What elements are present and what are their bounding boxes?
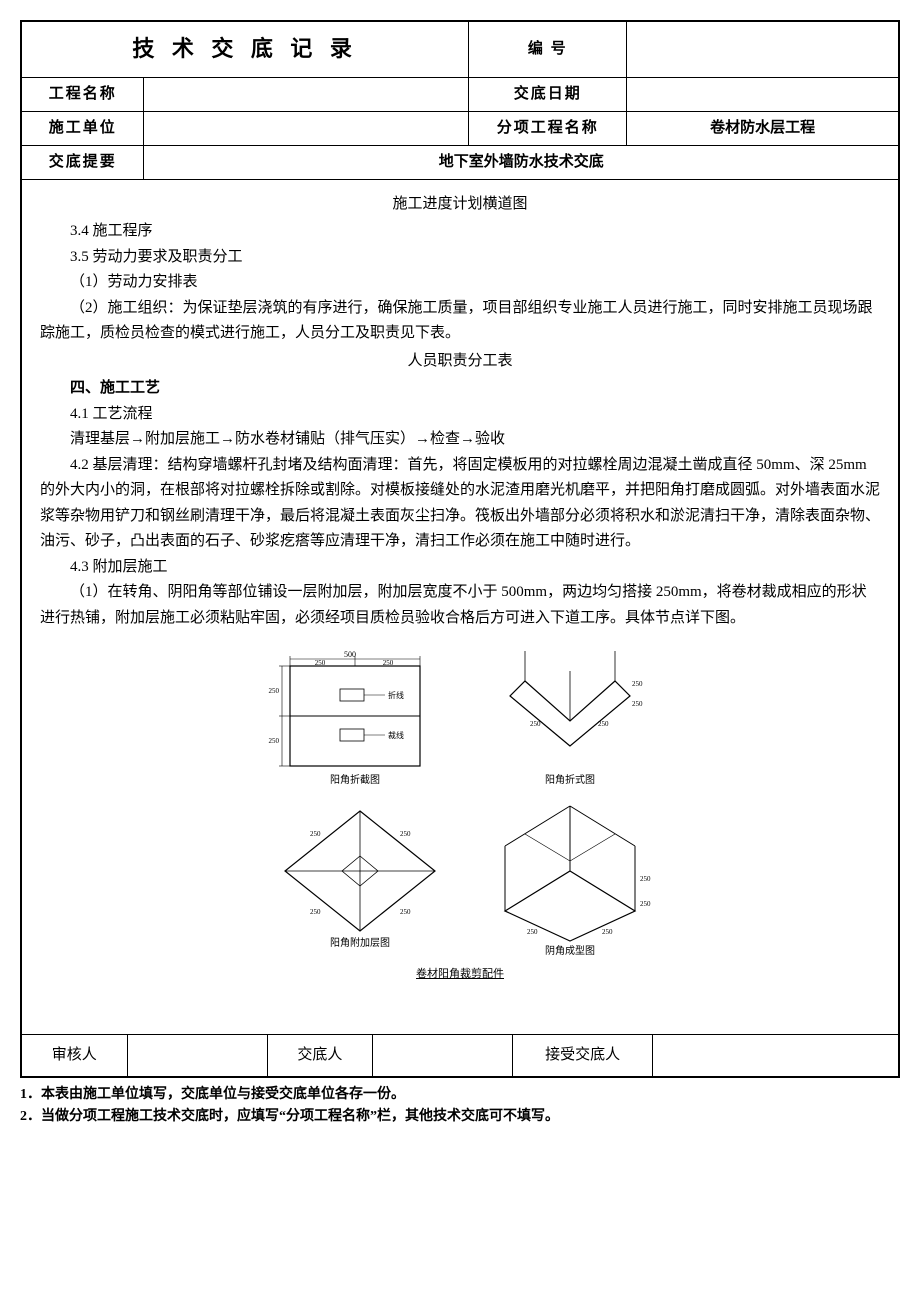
d3-d2: 250 <box>400 830 411 838</box>
d2-d1: 250 <box>530 720 541 728</box>
serial-label: 编 号 <box>469 21 627 77</box>
document-page: 技 术 交 底 记 录 编 号 工程名称 交底日期 施工单位 分项工程名称 卷材… <box>20 20 900 1129</box>
d1-caption: 阳角折截图 <box>330 773 380 786</box>
d1-tl2: 250 <box>383 659 394 667</box>
subitem-value: 卷材防水层工程 <box>627 111 899 145</box>
d2-d2: 250 <box>598 720 609 728</box>
diagram-4: 250 250 250 250 阴角成型图 <box>505 806 651 957</box>
d2-caption: 阳角折式图 <box>545 773 595 786</box>
section-3-5: 3.5 劳动力要求及职责分工 <box>40 245 880 271</box>
d2-d4: 250 <box>632 700 643 708</box>
unit-row: 施工单位 分项工程名称 卷材防水层工程 <box>21 111 899 145</box>
subitem-label: 分项工程名称 <box>469 111 627 145</box>
signature-row: 审核人 交底人 接受交底人 <box>21 1034 899 1077</box>
footnote-1: 1．本表由施工单位填写，交底单位与接受交底单位各存一份。 <box>20 1084 900 1106</box>
section-4-title: 四、施工工艺 <box>40 376 880 402</box>
d1-fold-label: 折线 <box>388 690 404 700</box>
diagram-2: 250 250 250 250 阳角折式图 <box>510 651 643 786</box>
diagram-block: 折线 裁线 500 250 250 <box>40 641 880 984</box>
d1-l2: 250 <box>269 737 280 745</box>
date-label: 交底日期 <box>469 77 627 111</box>
disclose-value <box>372 1035 512 1076</box>
title-row: 技 术 交 底 记 录 编 号 <box>21 21 899 77</box>
signature-table: 审核人 交底人 接受交底人 <box>22 1035 898 1076</box>
diagram-1: 折线 裁线 500 250 250 <box>269 650 421 786</box>
d4-d1: 250 <box>527 928 538 936</box>
footnotes: 1．本表由施工单位填写，交底单位与接受交底单位各存一份。 2．当做分项工程施工技… <box>20 1084 900 1129</box>
doc-title: 技 术 交 底 记 录 <box>21 21 469 77</box>
summary-label: 交底提要 <box>21 145 144 179</box>
footnote-2: 2．当做分项工程施工技术交底时，应填写“分项工程名称”栏，其他技术交底可不填写。 <box>20 1106 900 1128</box>
d1-l1: 250 <box>269 687 280 695</box>
project-row: 工程名称 交底日期 <box>21 77 899 111</box>
d1-cut-label: 裁线 <box>388 730 404 740</box>
d4-d3: 250 <box>640 875 651 883</box>
serial-value <box>627 21 899 77</box>
review-label: 审核人 <box>22 1035 127 1076</box>
schedule-title: 施工进度计划横道图 <box>40 192 880 218</box>
diagram-3: 250 250 250 250 阳角附加层图 <box>285 811 435 949</box>
d3-d3: 250 <box>310 908 321 916</box>
project-name-label: 工程名称 <box>21 77 144 111</box>
d3-d4: 250 <box>400 908 411 916</box>
d3-d1: 250 <box>310 830 321 838</box>
section-3-5-1: （1）劳动力安排表 <box>40 270 880 296</box>
diagrams-svg: 折线 裁线 500 250 250 <box>240 641 680 961</box>
summary-value: 地下室外墙防水技术交底 <box>144 145 899 179</box>
record-table: 技 术 交 底 记 录 编 号 工程名称 交底日期 施工单位 分项工程名称 卷材… <box>20 20 900 1078</box>
body-row: 施工进度计划横道图 3.4 施工程序 3.5 劳动力要求及职责分工 （1）劳动力… <box>21 179 899 1034</box>
d1-top-dim: 500 <box>344 650 356 659</box>
d4-caption: 阴角成型图 <box>545 944 595 957</box>
project-name-value <box>144 77 469 111</box>
d1-tl1: 250 <box>315 659 326 667</box>
unit-label: 施工单位 <box>21 111 144 145</box>
section-4-3-1: （1）在转角、阴阳角等部位铺设一层附加层，附加层宽度不小于 500mm，两边均匀… <box>40 580 880 631</box>
unit-value <box>144 111 469 145</box>
disclose-label: 交底人 <box>267 1035 372 1076</box>
section-3-5-2: （2）施工组织：为保证垫层浇筑的有序进行，确保施工质量，项目部组织专业施工人员进… <box>40 296 880 347</box>
section-4-2: 4.2 基层清理：结构穿墙螺杆孔封堵及结构面清理：首先，将固定模板用的对拉螺栓周… <box>40 453 880 555</box>
section-4-3: 4.3 附加层施工 <box>40 555 880 581</box>
receive-value <box>653 1035 898 1076</box>
body-content: 施工进度计划横道图 3.4 施工程序 3.5 劳动力要求及职责分工 （1）劳动力… <box>21 179 899 1034</box>
date-value <box>627 77 899 111</box>
summary-row: 交底提要 地下室外墙防水技术交底 <box>21 145 899 179</box>
d4-d2: 250 <box>602 928 613 936</box>
section-4-1-flow: 清理基层→附加层施工→防水卷材铺贴（排气压实）→检查→验收 <box>40 427 880 453</box>
personnel-title: 人员职责分工表 <box>40 349 880 375</box>
receive-label: 接受交底人 <box>513 1035 653 1076</box>
review-value <box>127 1035 267 1076</box>
d4-d4: 250 <box>640 900 651 908</box>
d3-caption: 阳角附加层图 <box>330 936 390 949</box>
section-3-4: 3.4 施工程序 <box>40 219 880 245</box>
d2-d3: 250 <box>632 680 643 688</box>
section-4-1: 4.1 工艺流程 <box>40 402 880 428</box>
diagram-bottom-caption: 卷材阳角裁剪配件 <box>40 965 880 984</box>
